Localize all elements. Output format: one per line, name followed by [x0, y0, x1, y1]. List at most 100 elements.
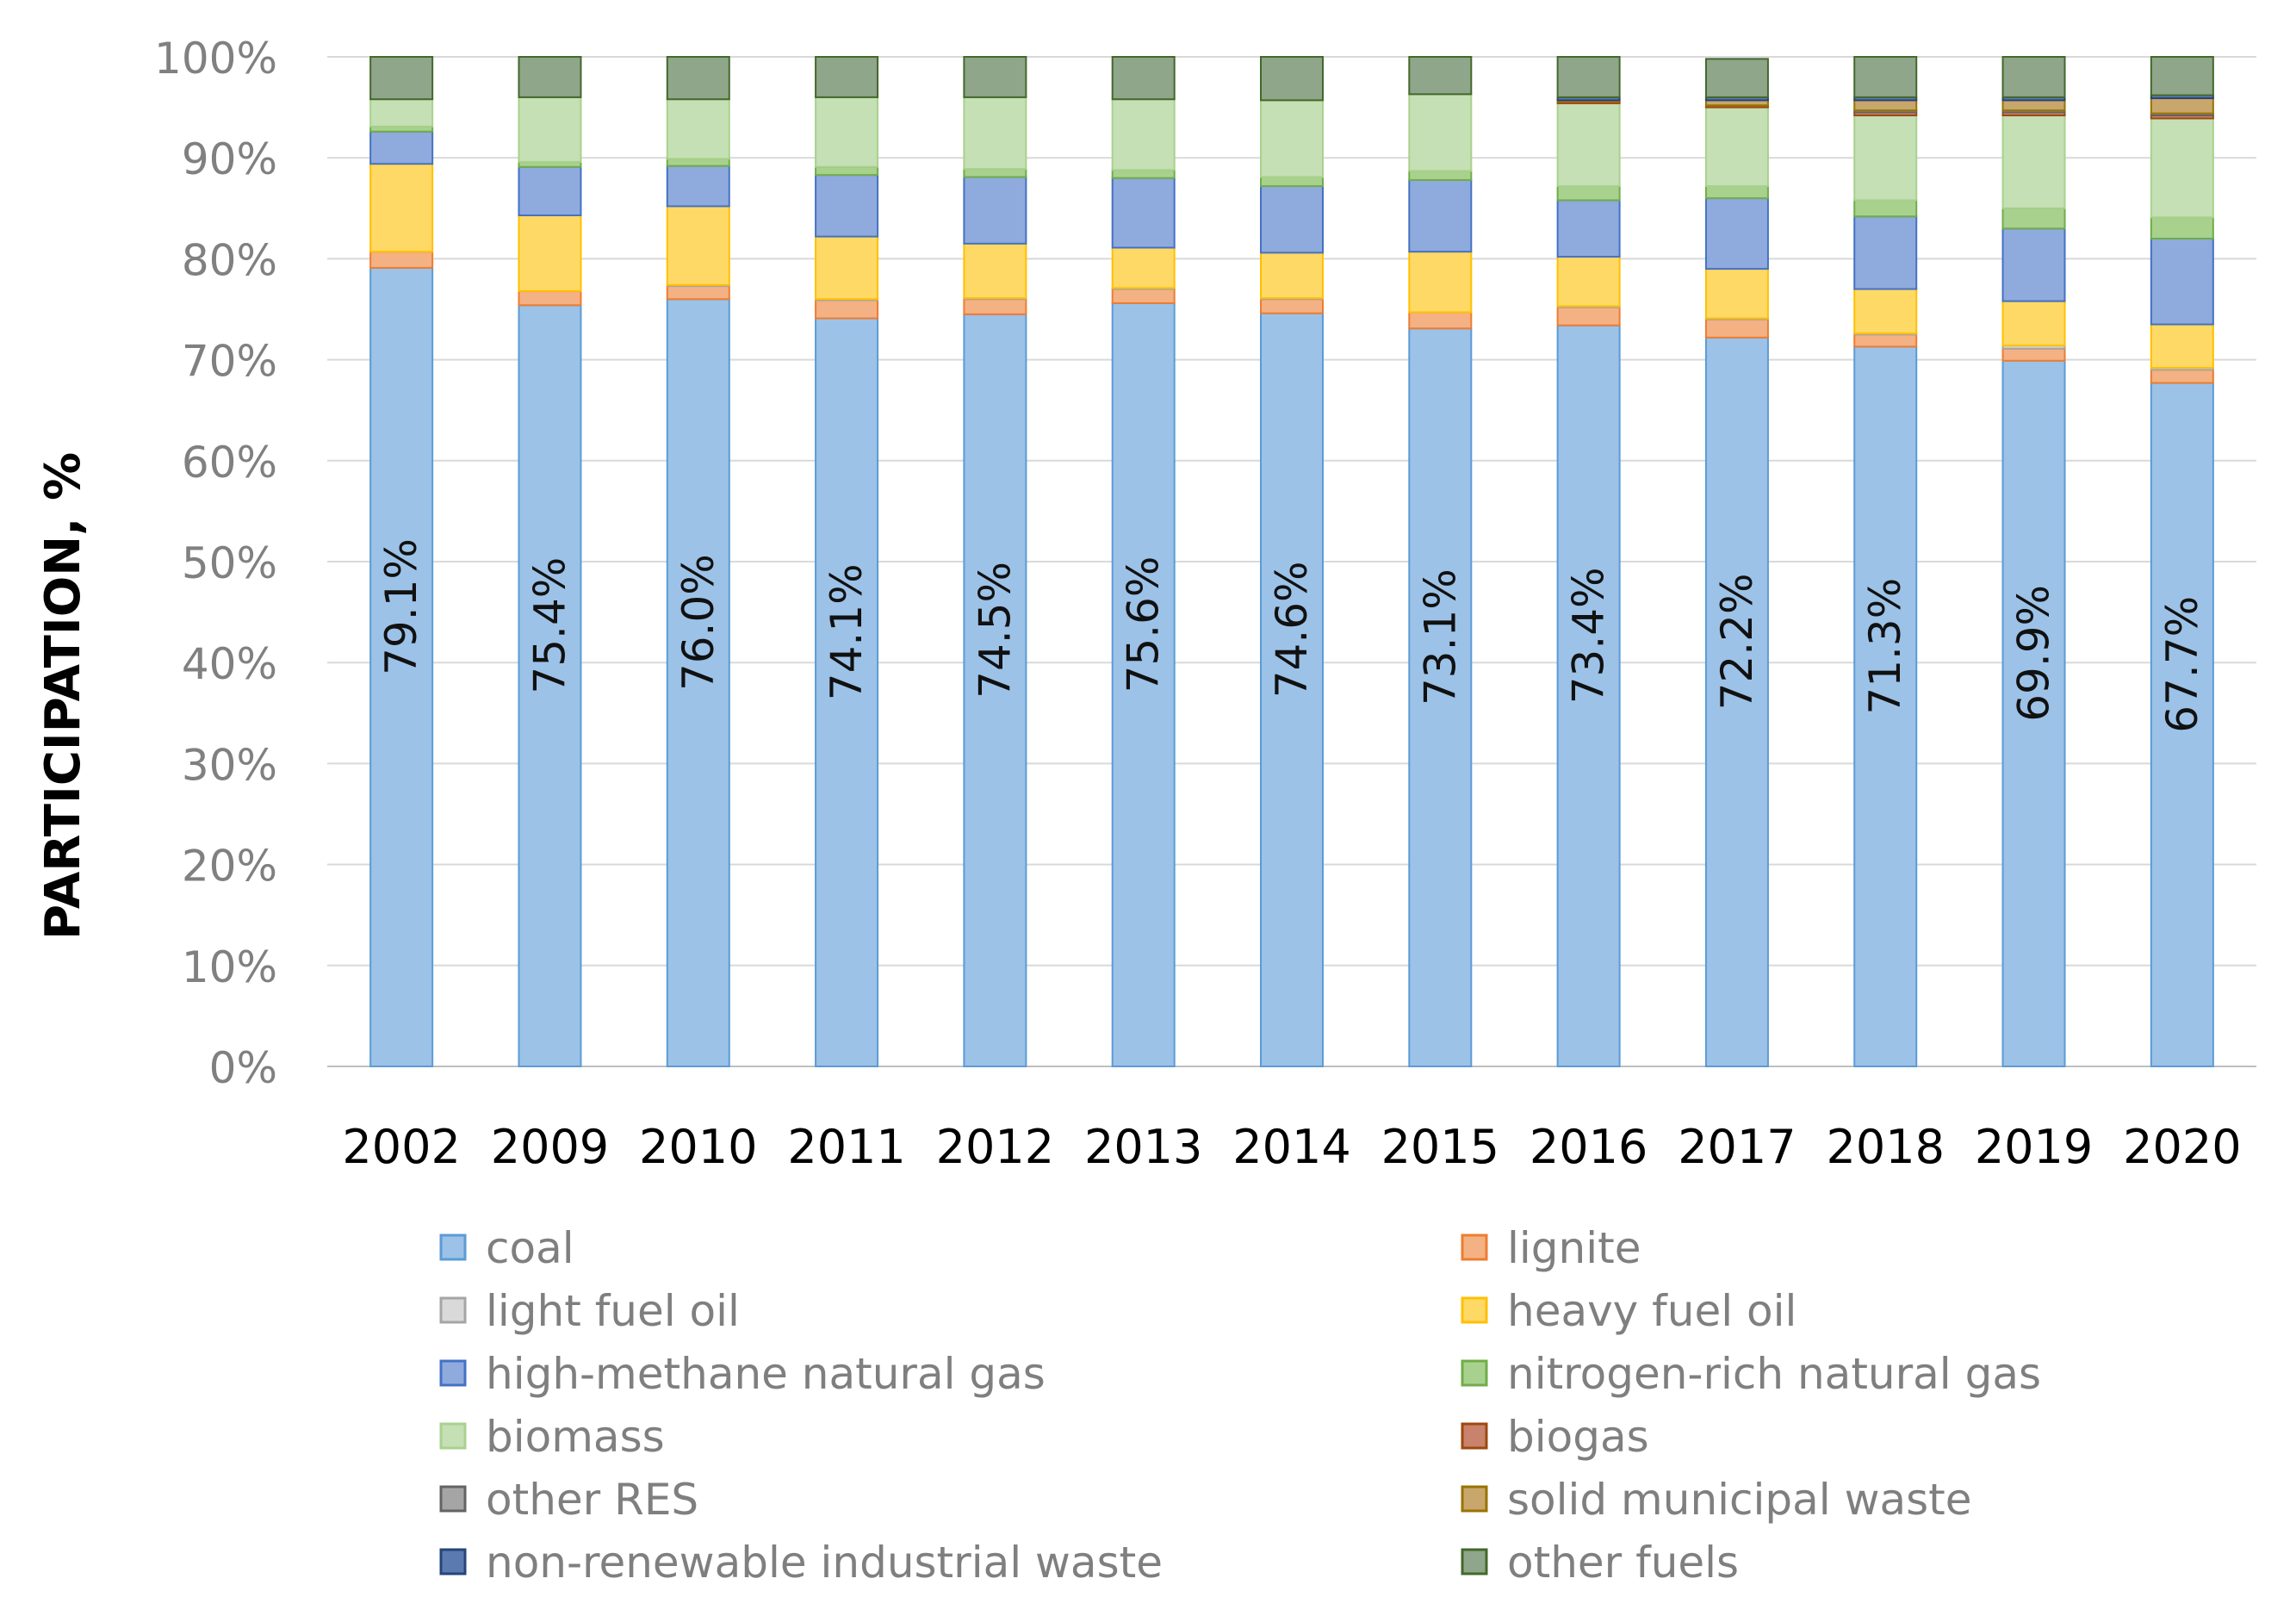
bar-segment-lignite	[1853, 333, 1918, 348]
bar-segment-high-methane-natural-gas	[963, 176, 1027, 245]
legend-swatch	[439, 1485, 467, 1513]
legend-swatch	[1461, 1359, 1488, 1387]
data-label: 73.1%	[1415, 569, 1465, 705]
bar-stack-2009: 75.4%	[518, 56, 582, 1067]
bar-segment-lignite	[2150, 369, 2214, 384]
legend-label: other RES	[486, 1475, 698, 1525]
bar-segment-other-fuels	[1408, 56, 1473, 96]
legend-item: solid municipal waste	[1461, 1475, 1972, 1525]
legend-swatch	[1461, 1422, 1488, 1450]
bar-segment-biomass	[1111, 98, 1176, 171]
bar-segment-coal	[1556, 324, 1621, 1067]
bar-segment-heavy-fuel-oil	[369, 163, 434, 253]
bar-segment-high-methane-natural-gas	[1408, 178, 1473, 253]
bar-segment-high-methane-natural-gas	[2150, 237, 2214, 326]
bar-segment-coal	[2150, 382, 2214, 1067]
bar-segment-other-fuels	[1556, 56, 1621, 98]
bar-stack-2013: 75.6%	[1111, 56, 1176, 1067]
data-label: 67.7%	[2157, 596, 2207, 733]
legend-label: lignite	[1507, 1223, 1641, 1273]
bar-segment-biomass	[963, 96, 1027, 171]
legend-item: heavy fuel oil	[1461, 1286, 1796, 1336]
bars: 79.1% 75.4% 76.0% 74.1% 74.5% 75.6% 74.6% 73.1%…	[369, 56, 2214, 1068]
x-tick-label: 2012	[936, 1120, 1054, 1174]
bar-segment-heavy-fuel-oil	[1556, 256, 1621, 308]
x-tick-label: 2010	[639, 1120, 757, 1174]
bar-segment-nitrogen-rich-natural-gas	[1556, 185, 1621, 202]
y-tick-label: 80%	[182, 235, 277, 285]
legend-item: other fuels	[1461, 1538, 1739, 1588]
bar-segment-nitrogen-rich-natural-gas	[1853, 199, 1918, 218]
legend-item: lignite	[1461, 1223, 1641, 1273]
bar-segment-heavy-fuel-oil	[1260, 252, 1324, 300]
x-tick-label: 2017	[1678, 1120, 1796, 1174]
bar-segment-lignite	[1111, 288, 1176, 304]
bar-segment-heavy-fuel-oil	[1853, 288, 1918, 335]
legend-item: biomass	[439, 1412, 665, 1462]
bar-segment-coal	[2001, 359, 2066, 1068]
bar-segment-high-methane-natural-gas	[1853, 215, 1918, 290]
x-tick-label: 2014	[1232, 1120, 1350, 1174]
x-tick-label: 2018	[1827, 1120, 1945, 1174]
data-label: 79.1%	[376, 538, 426, 675]
legend-label: nitrogen-rich natural gas	[1507, 1349, 2041, 1399]
bar-segment-heavy-fuel-oil	[518, 214, 582, 292]
data-label: 74.6%	[1267, 561, 1317, 698]
legend-label: coal	[486, 1223, 574, 1273]
bar-segment-high-methane-natural-gas	[1260, 185, 1324, 254]
bar-segment-high-methane-natural-gas	[666, 165, 730, 208]
bar-stack-2012: 74.5%	[963, 56, 1027, 1067]
bar-segment-nitrogen-rich-natural-gas	[2150, 216, 2214, 239]
bar-segment-lignite	[369, 251, 434, 269]
legend-label: light fuel oil	[486, 1286, 740, 1336]
data-label: 72.2%	[1712, 573, 1762, 710]
legend-swatch	[1461, 1296, 1488, 1324]
y-axis-title: PARTICIPATION, %	[35, 452, 91, 940]
bar-segment-other-fuels	[2001, 56, 2066, 98]
bar-segment-lignite	[1260, 298, 1324, 314]
legend-label: biomass	[486, 1412, 665, 1462]
bar-segment-heavy-fuel-oil	[1111, 246, 1176, 289]
x-tick-label: 2019	[1975, 1120, 2093, 1174]
bar-segment-heavy-fuel-oil	[963, 242, 1027, 300]
bar-segment-coal	[369, 266, 434, 1067]
bar-segment-lignite	[1704, 318, 1769, 339]
bar-segment-heavy-fuel-oil	[1408, 251, 1473, 314]
legend-item: coal	[439, 1223, 574, 1273]
bar-segment-biomass	[1260, 99, 1324, 178]
x-tick-label: 2013	[1084, 1120, 1202, 1174]
bar-segment-high-methane-natural-gas	[1556, 199, 1621, 258]
bar-segment-nitrogen-rich-natural-gas	[1408, 170, 1473, 181]
bar-stack-2020: 67.7%	[2150, 56, 2214, 1067]
legend-swatch	[1461, 1485, 1488, 1513]
y-tick-label: 70%	[182, 337, 277, 387]
legend-item: nitrogen-rich natural gas	[1461, 1349, 2041, 1399]
bar-segment-coal	[1704, 336, 1769, 1068]
data-label: 76.0%	[673, 554, 723, 691]
x-tick-label: 2016	[1530, 1120, 1648, 1174]
legend-swatch	[439, 1422, 467, 1450]
bar-segment-biomass	[369, 98, 434, 127]
y-tick-label: 0%	[209, 1043, 277, 1093]
data-label: 74.5%	[970, 562, 1020, 699]
y-tick-label: 30%	[182, 740, 277, 790]
bar-segment-high-methane-natural-gas	[2001, 227, 2066, 302]
bar-segment-nitrogen-rich-natural-gas	[1260, 176, 1324, 188]
legend-swatch	[439, 1296, 467, 1324]
y-tick-label: 60%	[182, 438, 277, 488]
bar-segment-lignite	[815, 299, 879, 320]
legend-label: non-renewable industrial waste	[486, 1538, 1163, 1588]
data-label: 75.6%	[1119, 556, 1169, 693]
bar-stack-2011: 74.1%	[815, 56, 879, 1068]
y-tick-label: 20%	[182, 842, 277, 892]
legend-label: other fuels	[1507, 1538, 1739, 1588]
data-label: 69.9%	[2009, 585, 2059, 722]
legend-item: other RES	[439, 1475, 698, 1525]
bar-segment-high-methane-natural-gas	[1111, 177, 1176, 249]
bar-segment-other-fuels	[518, 56, 582, 98]
bar-segment-other-fuels	[1111, 56, 1176, 101]
y-tick-label: 100%	[154, 34, 277, 84]
bar-segment-lignite	[2001, 347, 2066, 362]
bar-segment-heavy-fuel-oil	[2001, 300, 2066, 347]
